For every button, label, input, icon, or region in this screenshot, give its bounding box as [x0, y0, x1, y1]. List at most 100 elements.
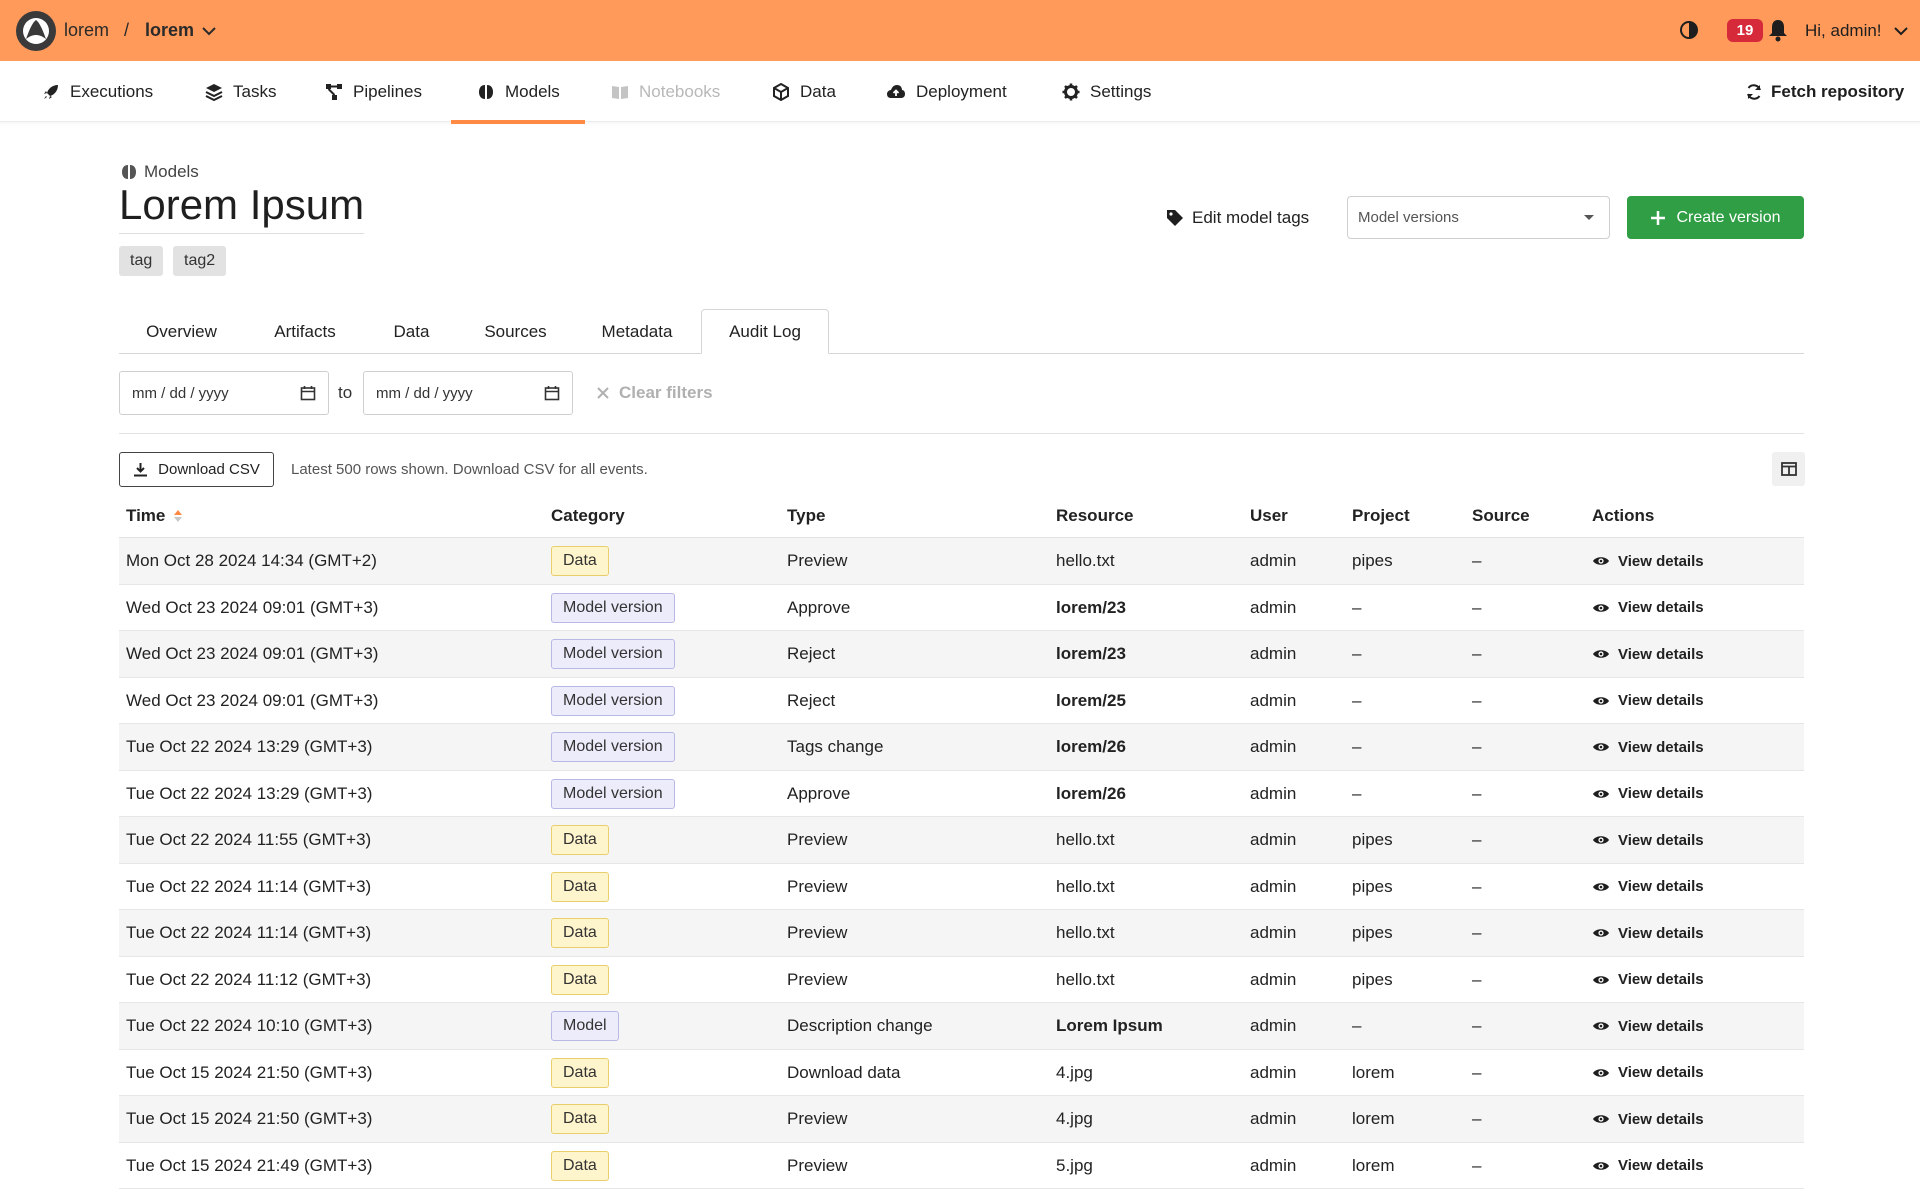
view-details-label: View details: [1618, 924, 1704, 942]
cell-source: –: [1472, 597, 1482, 617]
column-header-time[interactable]: Time: [126, 494, 183, 538]
view-details-button[interactable]: View details: [1592, 538, 1704, 584]
nav-notebooks: Notebooks: [611, 61, 720, 122]
project-chevron-down-icon[interactable]: [200, 0, 218, 61]
user-menu[interactable]: Hi, admin!: [1805, 0, 1910, 61]
cell-category: Model version: [551, 631, 675, 677]
model-tag: tag2: [173, 246, 227, 276]
view-details-button[interactable]: View details: [1592, 1143, 1704, 1189]
tab-artifacts[interactable]: Artifacts: [274, 321, 336, 341]
bell-icon[interactable]: [1767, 18, 1789, 42]
cell-resource[interactable]: lorem/26: [1056, 783, 1126, 803]
date-from-input[interactable]: mm / dd / yyyy: [119, 371, 329, 415]
plus-icon: [1651, 210, 1666, 225]
cell-type: Preview: [787, 1109, 848, 1128]
cell-resource: 4.jpg: [1056, 1109, 1093, 1128]
nav-executions[interactable]: Executions: [42, 61, 153, 122]
cell-type: Tags change: [787, 737, 884, 756]
cell-resource[interactable]: lorem/23: [1056, 644, 1126, 663]
user-greeting: Hi, admin!: [1805, 20, 1882, 40]
cell-category: Data: [551, 817, 609, 863]
cell-project: pipes: [1352, 551, 1393, 570]
nav-settings[interactable]: Settings: [1062, 61, 1151, 122]
cell-resource: 5.jpg: [1056, 1155, 1093, 1175]
view-details-button[interactable]: View details: [1592, 910, 1704, 956]
tab-overview[interactable]: Overview: [146, 321, 217, 341]
nav-data[interactable]: Data: [772, 61, 836, 122]
view-details-label: View details: [1618, 1017, 1704, 1035]
nav-models[interactable]: Models: [477, 61, 560, 122]
model-tag: tag: [119, 246, 164, 276]
eye-icon: [1593, 696, 1609, 705]
app-logo[interactable]: [16, 11, 56, 51]
nav-tasks[interactable]: Tasks: [205, 61, 276, 122]
notification-count-badge[interactable]: 19: [1727, 19, 1763, 42]
nav-deployment[interactable]: Deployment: [886, 61, 1007, 122]
tab-audit-log[interactable]: Audit Log: [701, 309, 829, 354]
create-version-button[interactable]: Create version: [1627, 196, 1804, 239]
column-header-source: Source: [1472, 506, 1530, 525]
cell-resource[interactable]: lorem/23: [1056, 597, 1126, 617]
cell-user: admin: [1250, 876, 1297, 896]
view-details-button[interactable]: View details: [1592, 1003, 1704, 1049]
view-details-button[interactable]: View details: [1592, 585, 1704, 631]
breadcrumb-org[interactable]: lorem: [64, 20, 110, 40]
column-settings-button[interactable]: [1772, 452, 1805, 486]
cell-project: –: [1352, 1016, 1362, 1035]
category-badge: Model: [551, 1011, 619, 1041]
view-details-button[interactable]: View details: [1592, 1096, 1704, 1142]
sort-icon[interactable]: [173, 508, 183, 524]
cell-time: Tue Oct 15 2024 21:50 (GMT+3): [126, 1062, 373, 1082]
chevron-down-icon: [1893, 26, 1908, 35]
download-csv-button[interactable]: Download CSV: [119, 452, 274, 487]
cell-user: admin: [1250, 737, 1297, 756]
cell-source: –: [1472, 1016, 1482, 1035]
cell-type: Preview: [787, 551, 848, 570]
calendar-icon[interactable]: [544, 385, 560, 401]
cell-time: Tue Oct 22 2024 11:14 (GMT+3): [126, 923, 372, 942]
cell-source: –: [1472, 737, 1482, 756]
cell-resource[interactable]: Lorem Ipsum: [1056, 1016, 1163, 1035]
cell-user: admin: [1250, 830, 1297, 849]
fetch-repository-button[interactable]: Fetch repository: [1745, 61, 1904, 122]
tab-metadata[interactable]: Metadata: [601, 321, 673, 341]
cell-time: Wed Oct 23 2024 09:01 (GMT+3): [126, 597, 379, 617]
cell-resource[interactable]: lorem/25: [1056, 690, 1126, 710]
category-badge: Model version: [551, 592, 675, 623]
view-details-button[interactable]: View details: [1592, 631, 1704, 677]
table-body: Mon Oct 28 2024 14:34 (GMT+2) Data Preview…: [119, 538, 1804, 1189]
view-details-button[interactable]: View details: [1592, 864, 1704, 910]
table-row: Wed Oct 23 2024 09:01 (GMT+3) Model versi…: [119, 678, 1804, 724]
cell-user: admin: [1250, 969, 1297, 989]
cell-user: admin: [1250, 1062, 1297, 1082]
model-versions-select[interactable]: Model versions: [1347, 196, 1610, 239]
nav-pipelines[interactable]: Pipelines: [325, 61, 422, 122]
edit-model-tags-button[interactable]: Edit model tags: [1166, 205, 1309, 231]
cell-source: –: [1472, 551, 1482, 570]
cell-resource[interactable]: lorem/26: [1056, 737, 1126, 756]
date-to-input[interactable]: mm / dd / yyyy: [363, 371, 573, 415]
column-header-project: Project: [1352, 506, 1410, 525]
table-row: Tue Oct 15 2024 21:50 (GMT+3) Data Preview…: [119, 1096, 1804, 1143]
tab-sources[interactable]: Sources: [484, 321, 547, 341]
cell-time: Tue Oct 15 2024 21:50 (GMT+3): [126, 1109, 373, 1128]
view-details-button[interactable]: View details: [1592, 1050, 1704, 1096]
clear-filters-button[interactable]: Clear filters: [597, 383, 713, 403]
box-icon: [773, 82, 789, 101]
category-badge: Data: [551, 1057, 609, 1088]
tab-data[interactable]: Data: [393, 321, 430, 341]
calendar-icon[interactable]: [300, 385, 316, 401]
cell-type: Download data: [787, 1062, 901, 1082]
view-details-button[interactable]: View details: [1592, 817, 1704, 863]
cell-user: admin: [1250, 597, 1297, 617]
view-details-button[interactable]: View details: [1592, 724, 1704, 770]
cell-source: –: [1472, 1109, 1482, 1128]
view-details-button[interactable]: View details: [1592, 957, 1704, 1003]
view-details-button[interactable]: View details: [1592, 678, 1704, 724]
cell-time: Wed Oct 23 2024 09:01 (GMT+3): [126, 690, 379, 710]
theme-toggle-icon[interactable]: [1679, 20, 1699, 40]
view-details-button[interactable]: View details: [1592, 771, 1704, 817]
breadcrumb-project[interactable]: lorem: [145, 20, 195, 40]
cell-category: Model: [551, 1003, 619, 1049]
eye-icon: [1593, 1115, 1609, 1123]
